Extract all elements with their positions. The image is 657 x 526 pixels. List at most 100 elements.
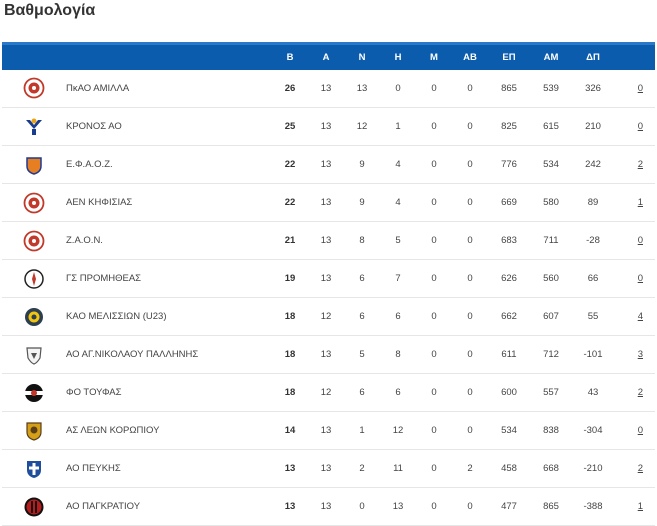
team-logo-cell [2, 412, 66, 450]
table-row: ΦΟ ΤΟΥΦΑΣ 18 12 6 6 0 0 600 557 43 2 [2, 374, 655, 412]
points-for: 776 [501, 159, 517, 170]
extra-link[interactable]: 0 [637, 235, 643, 246]
team-name: ΑΣ ΛΕΩΝ ΚΟΡΩΠΙΟΥ [66, 425, 160, 436]
wins: 9 [359, 159, 365, 170]
ab-value: 0 [467, 159, 473, 170]
team-name: ΑΟ ΠΕΥΚΗΣ [66, 463, 121, 474]
played: 13 [320, 159, 332, 170]
points-for: 825 [501, 121, 517, 132]
extra-link[interactable]: 2 [637, 387, 643, 398]
point-difference: -28 [586, 235, 600, 246]
wins: 6 [359, 387, 365, 398]
extra-link[interactable]: 0 [637, 425, 643, 436]
points-against: 615 [543, 121, 559, 132]
extra-cell: 1 [614, 184, 655, 222]
points: 13 [284, 501, 296, 512]
team-logo-cell [2, 298, 66, 336]
played: 13 [320, 425, 332, 436]
points: 13 [284, 463, 296, 474]
team-name: ΓΣ ΠΡΟΜΗΘΕΑΣ [66, 273, 142, 284]
extra-link[interactable]: 0 [637, 82, 643, 94]
points-against: 580 [543, 197, 559, 208]
m-value: 0 [431, 349, 437, 360]
table-row: ΑΟ ΠΑΓΚΡΑΤΙΟΥ 13 13 0 13 0 0 477 865 -388 1 [2, 488, 655, 526]
zaon-logo [23, 230, 45, 252]
points-for: 477 [501, 501, 517, 512]
team-logo-cell [2, 260, 66, 298]
wins: 9 [359, 197, 365, 208]
leon-koropiou-logo [23, 420, 45, 442]
points-against: 711 [543, 235, 559, 246]
wins: 2 [359, 463, 365, 474]
extra-link[interactable]: 1 [637, 197, 643, 208]
header-logo [2, 42, 66, 70]
extra-cell: 2 [614, 146, 655, 184]
points: 21 [284, 235, 296, 246]
wins: 6 [359, 273, 365, 284]
extra-link[interactable]: 4 [637, 311, 643, 322]
extra-link[interactable]: 3 [637, 349, 643, 360]
points-against: 865 [543, 501, 559, 512]
header-wins: Ν [344, 42, 380, 70]
points-against: 668 [543, 463, 559, 474]
table-row: ΓΣ ΠΡΟΜΗΘΕΑΣ 19 13 6 7 0 0 626 560 66 0 [2, 260, 655, 298]
ab-value: 2 [467, 463, 473, 474]
ab-value: 0 [467, 501, 473, 512]
points: 18 [284, 349, 296, 360]
losses: 0 [395, 82, 401, 94]
points-for: 534 [501, 425, 517, 436]
losses: 11 [393, 463, 403, 474]
header-points-for: ΕΠ [488, 42, 530, 70]
melission-logo [23, 306, 45, 328]
team-logo-cell [2, 336, 66, 374]
ab-value: 0 [467, 311, 473, 322]
points-against: 534 [543, 159, 559, 170]
m-value: 0 [431, 82, 437, 94]
point-difference: 326 [585, 82, 601, 94]
m-value: 0 [431, 501, 437, 512]
extra-link[interactable]: 0 [637, 121, 643, 132]
extra-link[interactable]: 2 [637, 159, 643, 170]
m-value: 0 [431, 463, 437, 474]
m-value: 0 [431, 425, 437, 436]
extra-cell: 2 [614, 450, 655, 488]
header-ab: ΑΒ [452, 42, 488, 70]
extra-cell: 0 [614, 70, 655, 108]
m-value: 0 [431, 235, 437, 246]
losses: 1 [395, 121, 401, 132]
m-value: 0 [431, 121, 437, 132]
extra-link[interactable]: 0 [637, 273, 643, 284]
points: 22 [284, 159, 296, 170]
m-value: 0 [431, 159, 437, 170]
ag-nikolaou-logo [23, 344, 45, 366]
table-row: Ζ.Α.Ο.Ν. 21 13 8 5 0 0 683 711 -28 0 [2, 222, 655, 260]
wins: 12 [356, 121, 368, 132]
extra-link[interactable]: 1 [637, 501, 643, 512]
points-for: 611 [501, 349, 517, 360]
point-difference: -388 [583, 501, 603, 512]
table-row: ΑΟ ΠΕΥΚΗΣ 13 13 2 11 0 2 458 668 -210 2 [2, 450, 655, 488]
m-value: 0 [431, 273, 437, 284]
wins: 6 [359, 311, 365, 322]
team-name: ΑΟ ΠΑΓΚΡΑΤΙΟΥ [66, 501, 141, 512]
table-row: Ε.Φ.Α.Ο.Ζ. 22 13 9 4 0 0 776 534 242 2 [2, 146, 655, 184]
team-name: ΦΟ ΤΟΥΦΑΣ [66, 387, 122, 398]
table-row: ΑΟ ΑΓ.ΝΙΚΟΛΑΟΥ ΠΑΛΛΗΝΗΣ 18 13 5 8 0 0 611 712 -10… [2, 336, 655, 374]
wins: 1 [359, 425, 365, 436]
points: 18 [284, 387, 296, 398]
points-for: 600 [501, 387, 517, 398]
point-difference: 43 [587, 387, 599, 398]
wins: 5 [359, 349, 365, 360]
table-row: ΑΣ ΛΕΩΝ ΚΟΡΩΠΙΟΥ 14 13 1 12 0 0 534 838 -304 0 [2, 412, 655, 450]
ab-value: 0 [467, 235, 473, 246]
ab-value: 0 [467, 82, 473, 94]
team-logo-cell [2, 146, 66, 184]
team-logo-cell [2, 222, 66, 260]
extra-link[interactable]: 2 [637, 463, 643, 474]
header-team [66, 42, 272, 70]
standings-table: Β Α Ν Η Μ ΑΒ ΕΠ ΑΜ ΔΠ ΠκΑΟ ΑΜΙΛΛΑ 26 13 13 0… [2, 42, 655, 526]
header-losses: Η [380, 42, 416, 70]
pagkratiou-logo [23, 496, 45, 518]
losses: 6 [395, 387, 401, 398]
losses: 4 [395, 197, 401, 208]
